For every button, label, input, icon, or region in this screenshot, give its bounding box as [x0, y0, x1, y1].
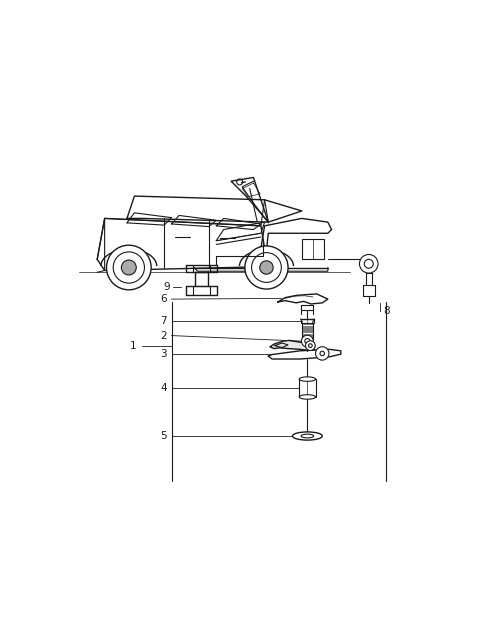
Circle shape — [121, 260, 136, 275]
Text: 3: 3 — [160, 349, 167, 359]
Ellipse shape — [292, 432, 322, 440]
Circle shape — [260, 261, 273, 274]
Bar — [302, 239, 324, 260]
Text: 1: 1 — [130, 341, 136, 351]
Circle shape — [315, 347, 329, 360]
Circle shape — [245, 246, 288, 289]
Ellipse shape — [299, 395, 315, 399]
Circle shape — [305, 341, 315, 351]
Text: 4: 4 — [160, 383, 167, 393]
Ellipse shape — [301, 434, 314, 438]
Polygon shape — [270, 341, 315, 351]
Text: 2: 2 — [160, 331, 167, 341]
Circle shape — [301, 335, 313, 347]
Text: 9: 9 — [163, 282, 170, 292]
Circle shape — [107, 245, 151, 290]
Text: 5: 5 — [160, 431, 167, 441]
Text: 6: 6 — [160, 294, 167, 304]
Text: 8: 8 — [384, 306, 390, 316]
Text: 7: 7 — [160, 316, 167, 326]
Circle shape — [360, 255, 378, 273]
Ellipse shape — [299, 377, 315, 381]
